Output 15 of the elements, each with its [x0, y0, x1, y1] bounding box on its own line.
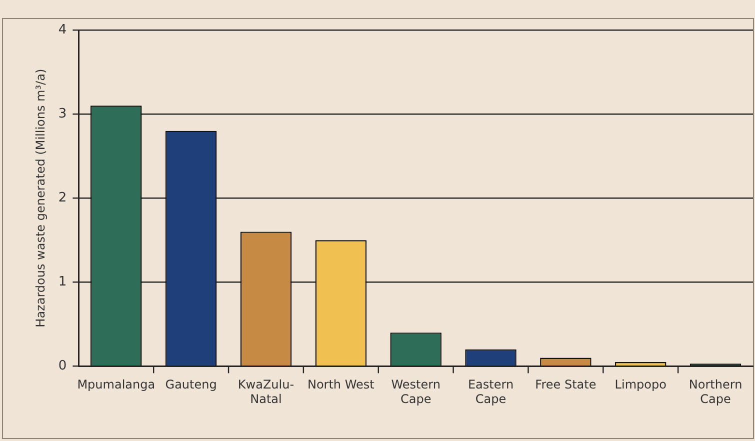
y-tick-label: 2 [58, 190, 67, 206]
y-tick-label: 4 [58, 22, 67, 38]
y-tick-label: 0 [58, 358, 67, 374]
x-tick-label: Limpopo [614, 378, 666, 392]
x-tick-label: Mpumalanga [77, 378, 156, 392]
y-tick-label: 3 [58, 106, 67, 122]
x-tick-label: Northern Cape [688, 378, 742, 406]
y-tick-label: 1 [58, 274, 67, 290]
x-tick-label: Gauteng [165, 378, 217, 392]
x-tick-label: North West [307, 378, 375, 392]
x-tick-label: Free State [535, 378, 596, 392]
y-axis-title: Hazardous waste generated (Millions m³/a) [33, 68, 48, 328]
x-tick-label: Western Cape [391, 378, 440, 406]
x-tick-label: Eastern Cape [468, 378, 514, 406]
x-tick-label: KwaZulu- Natal [238, 378, 294, 406]
